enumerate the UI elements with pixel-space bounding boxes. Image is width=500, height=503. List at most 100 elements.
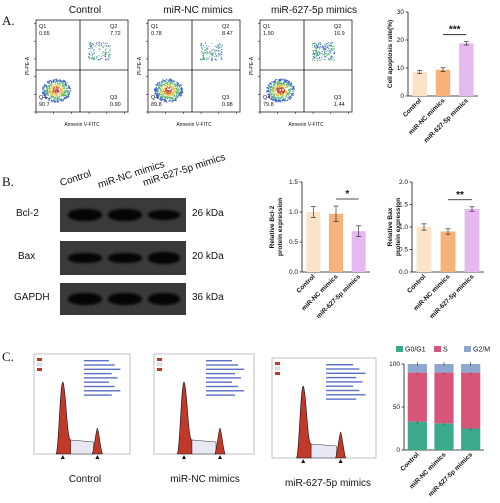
bar-1 (328, 213, 344, 272)
facs-quadrant-value: 79.8 (263, 102, 274, 108)
facs-event (211, 43, 213, 45)
facs-event (283, 84, 285, 86)
facs-event (215, 59, 217, 61)
facs-event (48, 91, 50, 93)
facs-event (170, 97, 172, 99)
facs-event (220, 44, 222, 46)
facs-event (201, 48, 203, 50)
facs-event (170, 89, 172, 91)
facs-event (92, 53, 94, 55)
facs-event (68, 91, 70, 93)
facs-event (54, 83, 56, 85)
facs-event (96, 56, 98, 58)
panel-label-b: B. (2, 174, 14, 189)
facs-event (313, 53, 315, 55)
facs-event (172, 94, 174, 96)
facs-event (92, 44, 94, 46)
facs-event (103, 52, 105, 54)
facs-quadrant-value: 7.72 (110, 31, 121, 37)
facs-event (288, 82, 290, 84)
cellcycle-histogram-2 (271, 357, 377, 463)
facs-event (170, 79, 172, 81)
facs-event (181, 91, 183, 93)
facs-event (67, 91, 69, 93)
legend-swatch (275, 372, 280, 375)
facs-event (203, 53, 205, 55)
facs-event (55, 95, 57, 97)
facs-event (176, 96, 178, 98)
x-tick-label: Control (295, 273, 316, 294)
facs-event (331, 45, 333, 47)
facs-event (57, 94, 59, 96)
facs-event (280, 87, 282, 89)
facs-event (160, 89, 162, 91)
facs-event (315, 56, 317, 58)
facs-event (174, 95, 176, 97)
facs-event (60, 93, 62, 95)
facs-event (288, 96, 290, 98)
facs-event (176, 85, 178, 87)
facs-event (162, 94, 164, 96)
facs-event (57, 84, 59, 86)
facs-event (176, 81, 178, 83)
facs-event (326, 54, 328, 56)
facs-event (171, 101, 173, 103)
facs-event (288, 89, 290, 91)
facs-event (108, 59, 110, 61)
facs-event (178, 93, 180, 95)
facs-event (283, 86, 285, 88)
facs-event (280, 83, 282, 85)
facs-event (67, 93, 69, 95)
facs-event (172, 80, 174, 82)
facs-event (46, 93, 48, 95)
facs-event (314, 53, 316, 55)
facs-event (163, 95, 165, 97)
facs-event (317, 55, 319, 56)
info-line (206, 385, 238, 388)
facs-event (272, 81, 274, 83)
facs-event (58, 82, 60, 84)
facs-event (272, 91, 274, 93)
facs-event (314, 50, 316, 51)
facs-event (273, 82, 275, 84)
facs-event (216, 55, 218, 57)
facs-event (163, 96, 165, 98)
facs-event (328, 53, 329, 55)
facs-event (101, 43, 102, 45)
facs-event (277, 91, 279, 93)
facs-event (275, 98, 277, 100)
facs-event (288, 81, 290, 83)
facs-event (331, 59, 333, 61)
facs-event (157, 87, 159, 89)
facs-event (59, 94, 61, 96)
facs-event (316, 51, 318, 53)
facs-title-nc: miR-NC mimics (163, 5, 233, 16)
significance-marker: * (345, 189, 349, 200)
facs-event (53, 87, 55, 89)
bcl2-bar-chart: 0.0 0.5 1.0 1.5 Relative Bcl-2 protein expres… (269, 179, 370, 320)
facs-event (63, 90, 65, 92)
g1-peak (176, 381, 193, 455)
facs-event (322, 45, 324, 47)
bar-1 (435, 69, 451, 96)
facs-event (159, 93, 161, 95)
facs-event (175, 89, 177, 91)
facs-event (284, 87, 286, 89)
facs-event (89, 57, 91, 59)
facs-event (322, 49, 324, 51)
facs-event (276, 85, 278, 87)
facs-event (326, 55, 328, 57)
facs-event (48, 88, 50, 90)
facs-event (330, 42, 332, 44)
facs-event (100, 44, 102, 46)
y-tick-label: 10 (397, 65, 405, 72)
facs-event (312, 50, 314, 51)
facs-event (169, 93, 171, 95)
cellcycle-histogram-1 (153, 353, 255, 459)
facs-event (52, 79, 54, 81)
facs-event (271, 93, 273, 95)
facs-event (89, 46, 91, 47)
facs-event (157, 96, 159, 98)
facs-event (45, 85, 47, 87)
facs-event (284, 97, 286, 99)
